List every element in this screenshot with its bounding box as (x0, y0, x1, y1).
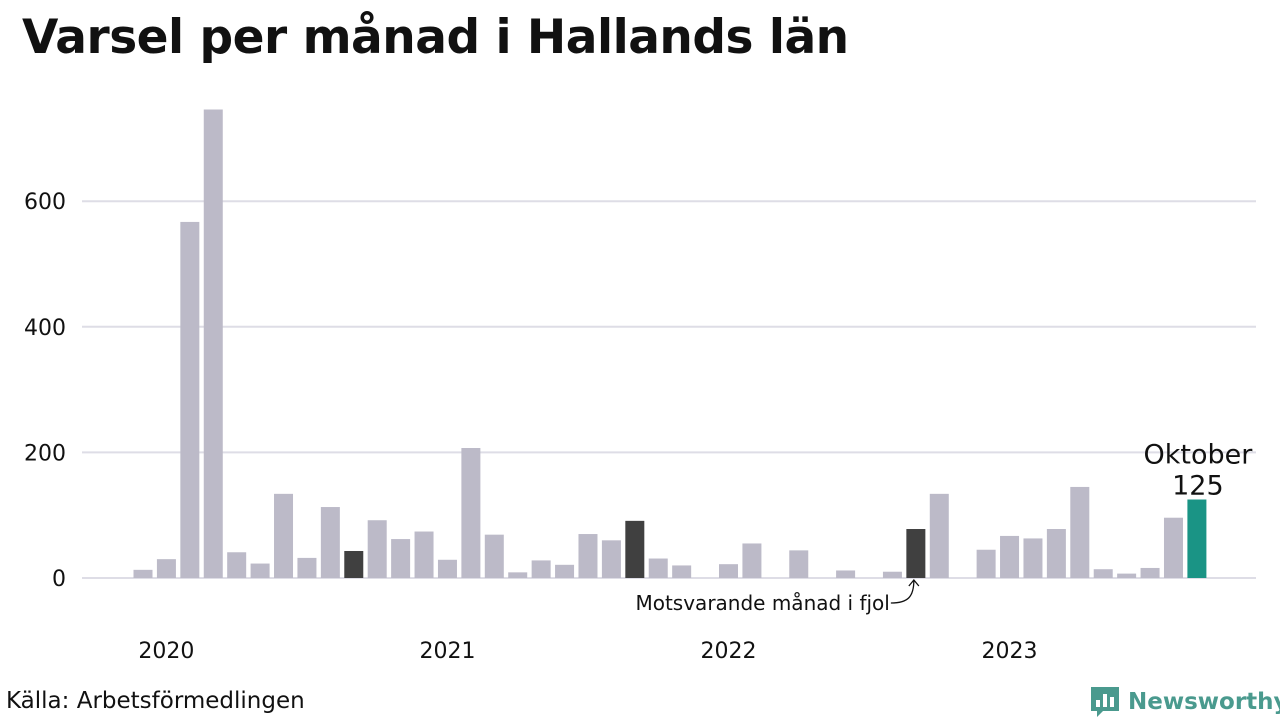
bar: 2022-02: 22 (719, 564, 738, 578)
y-tick-label: 0 (52, 567, 66, 592)
bar: 2021-08: 70 (578, 534, 598, 578)
bar-comparison: 2020-10: 43 (344, 550, 364, 578)
bar: 2023-08: 16 (1140, 567, 1160, 578)
bar: 2023-09: 96 (1163, 517, 1183, 578)
bar: 2021-12: 20 (672, 565, 692, 578)
bar-comparison: 2022-10: 78 (906, 529, 926, 578)
bar: 2020-07: 134 (274, 493, 294, 578)
bar: 2020-08: 32 (297, 557, 317, 578)
bar-chart-speech-bubble-icon (1091, 687, 1119, 717)
y-tick-label: 200 (24, 441, 66, 466)
annotations: Oktober 125 Motsvarande månad i fjol (635, 440, 1253, 616)
bar: 2021-02: 29 (437, 559, 457, 578)
bar: 2023-04: 78 (1046, 529, 1066, 578)
bar: 2020-09: 113 (320, 507, 340, 578)
bar-comparison: 2021-10: 91 (625, 520, 645, 578)
comparison-annotation-arrowhead (908, 578, 920, 587)
bar: 2021-04: 69 (484, 534, 504, 578)
bar: 2020-05: 41 (227, 552, 247, 578)
bar: 2021-09: 60 (601, 540, 621, 578)
bar: 2023-07: 7 (1117, 573, 1137, 578)
bar: 2021-07: 21 (555, 564, 575, 578)
bar: 2023-02: 67 (1000, 535, 1020, 578)
bar: 2022-07: 12 (836, 570, 856, 578)
bar: 2023-06: 14 (1093, 569, 1113, 578)
bar: 2023-01: 45 (976, 549, 996, 578)
y-tick-label: 400 (24, 316, 66, 341)
source-note: Källa: Arbetsförmedlingen (6, 688, 305, 714)
bar-highlight: 2023-10: 125 (1187, 499, 1207, 578)
chart-title: Varsel per månad i Hallands län (22, 10, 849, 65)
bar: 2020-06: 23 (250, 563, 270, 578)
bar: 2020-04: 746 (203, 109, 223, 579)
bar: 2020-11: 92 (367, 520, 387, 578)
bar: 2022-11: 134 (929, 493, 949, 578)
brand-name: Newsworthy (1128, 689, 1280, 715)
bar: 2021-11: 31 (648, 558, 668, 578)
brand-logo: Newsworthy (1089, 685, 1280, 719)
bar: 2020-01: 13 (133, 569, 153, 578)
x-tick-label: 2023 (982, 639, 1038, 664)
bar: 2022-03: 55 (742, 543, 762, 578)
y-axis-ticks: 0 200 400 600 (24, 190, 66, 592)
bar: 2021-05: 9 (508, 572, 528, 578)
x-axis-ticks: 2020 2021 2022 2023 (138, 639, 1037, 664)
bar: 2020-02: 30 (156, 559, 176, 578)
highlight-value-label: 125 (1172, 471, 1224, 502)
comparison-annotation-arrow (890, 579, 915, 604)
bar: 2020-12: 62 (391, 539, 411, 578)
bar: 2022-09: 10 (882, 571, 902, 578)
bars: 2020-01: 132020-02: 302020-03: 5672020-0… (133, 109, 1207, 579)
x-tick-label: 2020 (138, 639, 194, 664)
comparison-annotation-label: Motsvarande månad i fjol (635, 591, 889, 615)
bar: 2022-05: 44 (789, 550, 809, 578)
bar: 2021-03: 207 (461, 448, 481, 578)
bar: 2021-01: 74 (414, 531, 434, 578)
x-tick-label: 2022 (701, 639, 757, 664)
bar: 2023-03: 63 (1023, 538, 1043, 578)
bar: 2021-06: 28 (531, 560, 551, 578)
highlight-month-label: Oktober (1143, 440, 1253, 471)
bar: 2023-05: 145 (1070, 486, 1090, 578)
bar: 2020-03: 567 (180, 221, 200, 578)
y-tick-label: 600 (24, 190, 66, 215)
x-tick-label: 2021 (419, 639, 475, 664)
